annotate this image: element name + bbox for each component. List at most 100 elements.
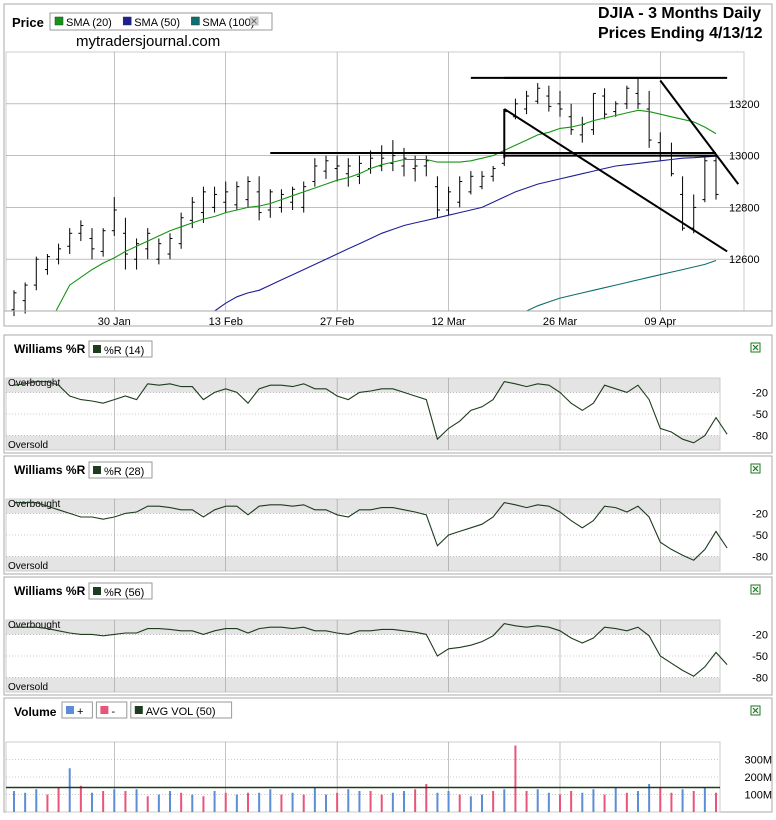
price-bar xyxy=(301,181,307,213)
panel-frame xyxy=(3,3,773,327)
price-bar xyxy=(167,233,173,260)
x-tick-label: 30 Jan xyxy=(98,316,131,328)
price-bar xyxy=(33,256,39,291)
wr-legend-box xyxy=(88,461,153,479)
oversold-band xyxy=(6,556,720,571)
legend-label: SMA (100) xyxy=(202,17,254,29)
wr-line xyxy=(14,501,728,561)
wr-legend-swatch-icon xyxy=(93,345,101,353)
price-bar xyxy=(223,181,229,213)
overbought-band xyxy=(6,499,720,514)
price-bar xyxy=(457,176,463,208)
price-bar xyxy=(546,85,552,112)
wr-tick-label: -50 xyxy=(752,409,768,421)
volume-legend-swatch-icon xyxy=(134,706,143,714)
price-bar xyxy=(200,186,206,223)
price-bar xyxy=(256,176,262,221)
price-bar xyxy=(212,186,218,213)
wr-legend-box xyxy=(88,340,153,358)
price-bar xyxy=(713,155,719,200)
price-bar xyxy=(613,101,619,117)
price-bar xyxy=(345,158,351,187)
price-bar xyxy=(323,155,329,179)
x-tick-label: 27 Feb xyxy=(320,316,354,328)
price-bar xyxy=(44,254,50,275)
williams-r-panels: Williams %R %R (14) -20 -50 -80 Overbought Ove… xyxy=(5,340,768,693)
price-y-tick-label: 12800 xyxy=(729,202,760,214)
price-bar xyxy=(89,228,95,260)
price-bar xyxy=(702,155,708,203)
legend-label: SMA (20) xyxy=(66,17,112,29)
price-bar xyxy=(680,176,686,231)
overbought-label: Overbought xyxy=(8,378,60,389)
sma100-line xyxy=(511,259,717,312)
price-bar xyxy=(390,140,396,172)
wr-legend-label: %R (14) xyxy=(104,345,144,357)
williams-r-panel-wr56: Williams %R %R (56) -20 -50 -80 Overbought Ove… xyxy=(5,582,768,693)
price-bar xyxy=(646,90,652,148)
overbought-label: Overbought xyxy=(8,620,60,631)
wr-tick-label: -20 xyxy=(752,508,768,520)
oversold-band xyxy=(6,677,720,692)
overbought-label: Overbought xyxy=(8,499,60,510)
price-bar xyxy=(100,228,106,257)
legend-swatch-icon xyxy=(54,16,64,26)
williams-r-panel-wr14: Williams %R %R (14) -20 -50 -80 Overbought Ove… xyxy=(5,340,768,451)
chart-title: DJIA - 3 Months Daily Prices Ending 4/13… xyxy=(598,4,763,44)
price-bar xyxy=(290,186,296,210)
volume-legend-label: AVG VOL (50) xyxy=(146,706,216,718)
price-bar xyxy=(245,176,251,208)
sma50-line xyxy=(212,155,717,312)
price-bar xyxy=(524,90,530,115)
price-bar xyxy=(334,155,340,182)
price-bar xyxy=(557,90,563,117)
x-tick-label: 12 Mar xyxy=(431,316,466,328)
volume-legend-swatch-icon xyxy=(66,706,74,714)
trend-lines xyxy=(270,76,740,253)
wr-legend-swatch-icon xyxy=(93,466,101,474)
volume-panel-title: Volume xyxy=(14,705,57,719)
price-bar xyxy=(490,165,496,182)
price-bar xyxy=(590,92,596,135)
price-bar xyxy=(356,155,362,185)
price-bar xyxy=(312,158,318,187)
volume-legend-box xyxy=(130,701,233,719)
volume-tick-label: 100M xyxy=(744,790,772,802)
wr-tick-label: -20 xyxy=(752,629,768,641)
trend-line xyxy=(503,108,728,253)
oversold-band xyxy=(6,435,720,450)
price-bar xyxy=(156,238,162,265)
chart-title-line2: Prices Ending 4/13/12 xyxy=(598,25,763,42)
price-bar xyxy=(468,171,474,195)
close-x-mark xyxy=(251,18,257,24)
wr-line xyxy=(13,380,728,444)
price-y-axis: 13200 13000 12800 12600 xyxy=(729,99,760,266)
x-tick-label: 26 Mar xyxy=(543,316,578,328)
price-bar xyxy=(122,217,128,270)
x-tick-label: 09 Apr xyxy=(644,316,676,328)
wr-panel-title: Williams %R xyxy=(14,584,86,598)
price-bar xyxy=(145,228,151,260)
x-axis: 30 Jan 13 Feb 27 Feb 12 Mar 26 Mar 09 Apr xyxy=(4,310,772,328)
price-bar xyxy=(602,88,608,120)
price-y-tick-label: 12600 xyxy=(729,254,760,266)
price-bar xyxy=(278,189,284,213)
overbought-band xyxy=(6,620,720,635)
price-bar xyxy=(635,77,641,109)
wr-tick-label: -20 xyxy=(752,387,768,399)
x-tick-label: 13 Feb xyxy=(209,316,243,328)
price-panel-label: Price xyxy=(12,15,44,30)
volume-legend-label: - xyxy=(111,706,115,718)
chart-title-line1: DJIA - 3 Months Daily xyxy=(598,5,761,22)
expand-x-mark xyxy=(752,465,759,472)
price-panel: Price SMA (20) SMA (50) SMA (100) 13200 130… xyxy=(4,12,772,328)
volume-panel: Volume + - AVG VOL (50) 300M 200M 100M xyxy=(5,701,772,813)
price-y-tick-label: 13000 xyxy=(729,151,760,163)
expand-x-mark xyxy=(752,586,759,593)
wr-panel-title: Williams %R xyxy=(14,342,86,356)
overbought-band xyxy=(6,378,720,393)
legend-swatch-icon xyxy=(191,16,200,26)
price-bars xyxy=(11,77,719,317)
